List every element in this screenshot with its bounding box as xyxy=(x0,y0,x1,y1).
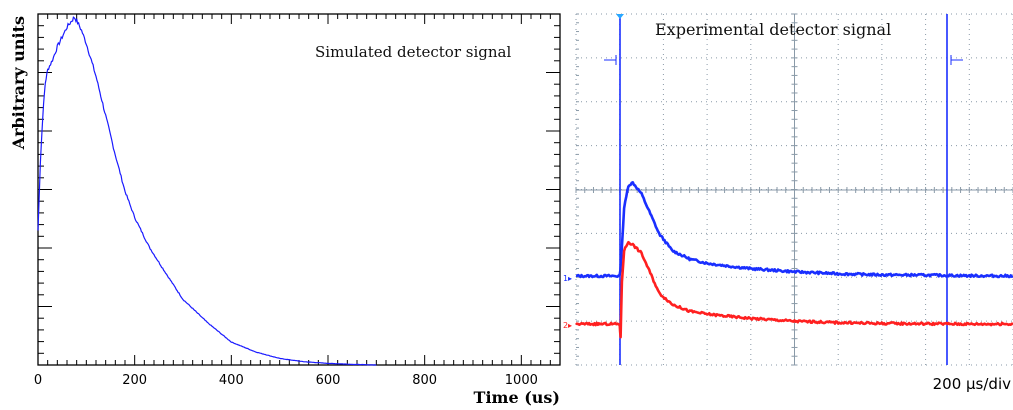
exp-channel-1-marker: 1 xyxy=(563,274,568,283)
sim-x-tick-label: 400 xyxy=(219,373,244,388)
sim-x-axis-label: Time (us) xyxy=(474,388,560,407)
exp-channel-2-trace xyxy=(575,240,1013,339)
exp-timebase-label: 200 µs/div xyxy=(933,375,1011,393)
exp-channel-1-arrow-icon: ▸ xyxy=(568,274,572,283)
sim-x-tick-label: 1000 xyxy=(505,373,538,388)
sim-signal-line xyxy=(37,16,377,366)
sim-x-tick-label: 200 xyxy=(122,373,147,388)
exp-channel-2-marker: 2 xyxy=(563,321,568,330)
sim-chart-title: Simulated detector signal xyxy=(315,43,511,61)
sim-x-tick-labels: 0 200 400 600 800 1000 xyxy=(34,373,538,388)
trigger-marker-icon xyxy=(616,14,624,19)
experimental-signal-chart: 1 ▸ 2 ▸ Experimental detector signal 200… xyxy=(563,13,1013,393)
exp-chart-title: Experimental detector signal xyxy=(655,20,891,39)
sim-x-tick-label: 0 xyxy=(34,373,42,388)
sim-axis-ticks xyxy=(37,13,561,366)
exp-scope-grid xyxy=(575,13,1013,366)
sim-x-tick-label: 600 xyxy=(316,373,341,388)
exp-channel-1-trace xyxy=(575,181,1013,279)
simulated-signal-chart: 0 200 400 600 800 1000 Simulated detector sig… xyxy=(9,13,561,407)
sim-x-tick-label: 800 xyxy=(412,373,437,388)
sim-plot-frame xyxy=(37,13,561,366)
exp-channel-2-arrow-icon: ▸ xyxy=(568,321,572,330)
left-cursor-bracket-icon xyxy=(604,55,617,65)
sim-y-axis-label: Arbitrary units xyxy=(9,16,28,150)
right-cursor-bracket-icon xyxy=(950,55,963,65)
